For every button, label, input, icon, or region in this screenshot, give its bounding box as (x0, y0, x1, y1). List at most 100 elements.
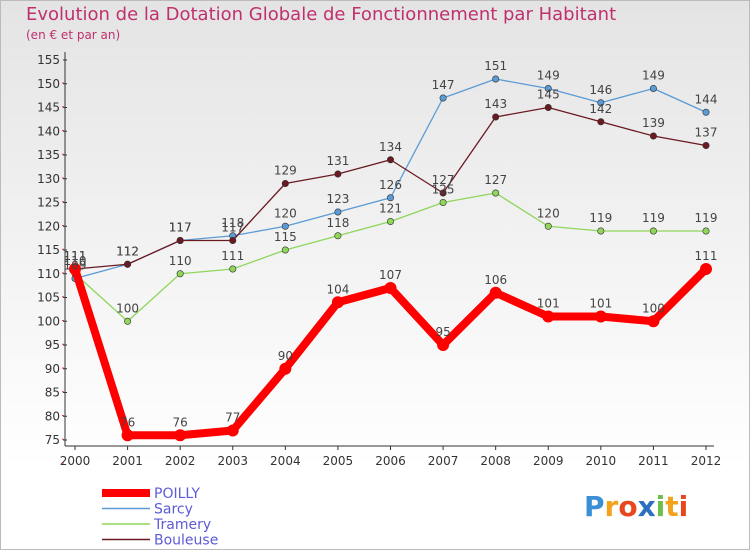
y-tick-label: 100 (37, 314, 60, 328)
data-label-tramery: 110 (64, 254, 87, 268)
data-label-tramery: 115 (274, 230, 297, 244)
chart-subtitle: (en € et par an) (26, 28, 121, 42)
data-point-sarcy (492, 75, 500, 83)
proxiti-logo: Proxiti (584, 490, 688, 523)
data-label-sarcy: 120 (274, 206, 297, 220)
y-tick-label: 115 (37, 243, 60, 257)
legend-label-poilly: POILLY (154, 486, 200, 502)
data-label-poilly: 95 (435, 325, 450, 339)
y-tick-label: 150 (37, 77, 60, 91)
data-label-bouleuse: 127 (432, 173, 455, 187)
data-point-sarcy (386, 194, 394, 202)
data-label-poilly: 77 (225, 411, 240, 425)
data-label-poilly: 101 (537, 297, 560, 311)
data-point-tramery (544, 222, 552, 230)
y-tick-label: 130 (37, 172, 60, 186)
legend-label-bouleuse: Bouleuse (154, 533, 218, 549)
data-label-sarcy: 123 (326, 192, 349, 206)
data-label-bouleuse: 134 (379, 140, 402, 154)
data-label-tramery: 125 (432, 183, 455, 197)
data-label-poilly: 100 (642, 301, 665, 315)
data-label-bouleuse: 139 (642, 116, 665, 130)
data-point-sarcy (597, 99, 605, 107)
data-label-tramery: 118 (326, 216, 349, 230)
data-point-tramery (597, 227, 605, 235)
data-point-poilly (647, 315, 660, 328)
y-tick-label: 110 (37, 267, 60, 281)
data-label-tramery: 110 (169, 254, 192, 268)
data-point-tramery (281, 246, 289, 254)
data-point-sarcy (334, 208, 342, 216)
data-point-poilly (489, 286, 502, 299)
data-point-poilly (542, 310, 555, 323)
y-tick-label: 155 (37, 53, 60, 67)
y-tick-label: 80 (45, 409, 60, 423)
y-tick-label: 90 (45, 362, 60, 376)
x-tick-label: 2009 (533, 454, 564, 468)
data-label-sarcy: 147 (432, 78, 455, 92)
logo-letter: t (665, 490, 678, 523)
x-tick-label: 2004 (270, 454, 301, 468)
data-point-tramery (702, 227, 710, 235)
logo-letter: i (656, 490, 666, 523)
proxiti-logo-text: Proxiti (584, 490, 688, 523)
legend-label-tramery: Tramery (153, 517, 211, 533)
data-label-sarcy: 112 (116, 244, 139, 258)
data-point-poilly (331, 296, 344, 309)
data-label-poilly: 76 (173, 415, 188, 429)
data-label-sarcy: 118 (221, 216, 244, 230)
y-tick-label: 85 (45, 386, 60, 400)
plot-area (69, 75, 712, 442)
y-tick-label: 140 (37, 124, 60, 138)
data-label-poilly: 106 (484, 273, 507, 287)
data-point-poilly (69, 263, 81, 275)
x-tick-label: 2012 (691, 454, 722, 468)
data-label-sarcy: 144 (695, 92, 718, 106)
x-tick-label: 2010 (586, 454, 617, 468)
x-tick-label: 2011 (638, 454, 669, 468)
data-label-tramery: 121 (379, 202, 402, 216)
logo-letter: i (679, 490, 689, 523)
logo-letter: o (618, 490, 637, 523)
x-tick-label: 2008 (480, 454, 511, 468)
data-label-tramery: 100 (116, 301, 139, 315)
x-tick-label: 2001 (112, 454, 143, 468)
data-label-tramery: 119 (589, 211, 612, 225)
data-label-bouleuse: 131 (326, 154, 349, 168)
data-label-poilly: 101 (589, 297, 612, 311)
data-label-bouleuse: 143 (484, 97, 507, 111)
data-label-bouleuse: 129 (274, 164, 297, 178)
data-point-bouleuse (229, 237, 237, 245)
data-label-sarcy: 149 (642, 69, 665, 83)
x-tick-label: 2006 (375, 454, 406, 468)
data-label-sarcy: 126 (379, 178, 402, 192)
data-point-bouleuse (492, 113, 500, 121)
data-point-bouleuse (597, 118, 605, 126)
data-point-sarcy (439, 94, 447, 102)
data-point-tramery (124, 317, 132, 325)
data-label-tramery: 120 (537, 206, 560, 220)
logo-letter: x (638, 490, 656, 523)
data-label-poilly: 104 (326, 282, 349, 296)
data-label-poilly: 111 (64, 249, 87, 263)
data-point-sarcy (281, 222, 289, 230)
data-point-bouleuse (124, 260, 132, 268)
x-tick-label: 2003 (217, 454, 248, 468)
y-tick-label: 95 (45, 338, 60, 352)
data-point-bouleuse (702, 142, 710, 150)
y-tick-label: 145 (37, 101, 60, 115)
data-point-poilly (174, 429, 187, 442)
data-point-bouleuse (544, 104, 552, 112)
data-point-poilly (279, 362, 292, 375)
data-point-bouleuse (176, 237, 184, 245)
y-tick-label: 135 (37, 148, 60, 162)
data-point-sarcy (544, 85, 552, 93)
data-label-sarcy: 149 (537, 69, 560, 83)
data-label-tramery: 119 (695, 211, 718, 225)
x-tick-label: 2007 (428, 454, 459, 468)
x-tick-label: 2005 (323, 454, 354, 468)
